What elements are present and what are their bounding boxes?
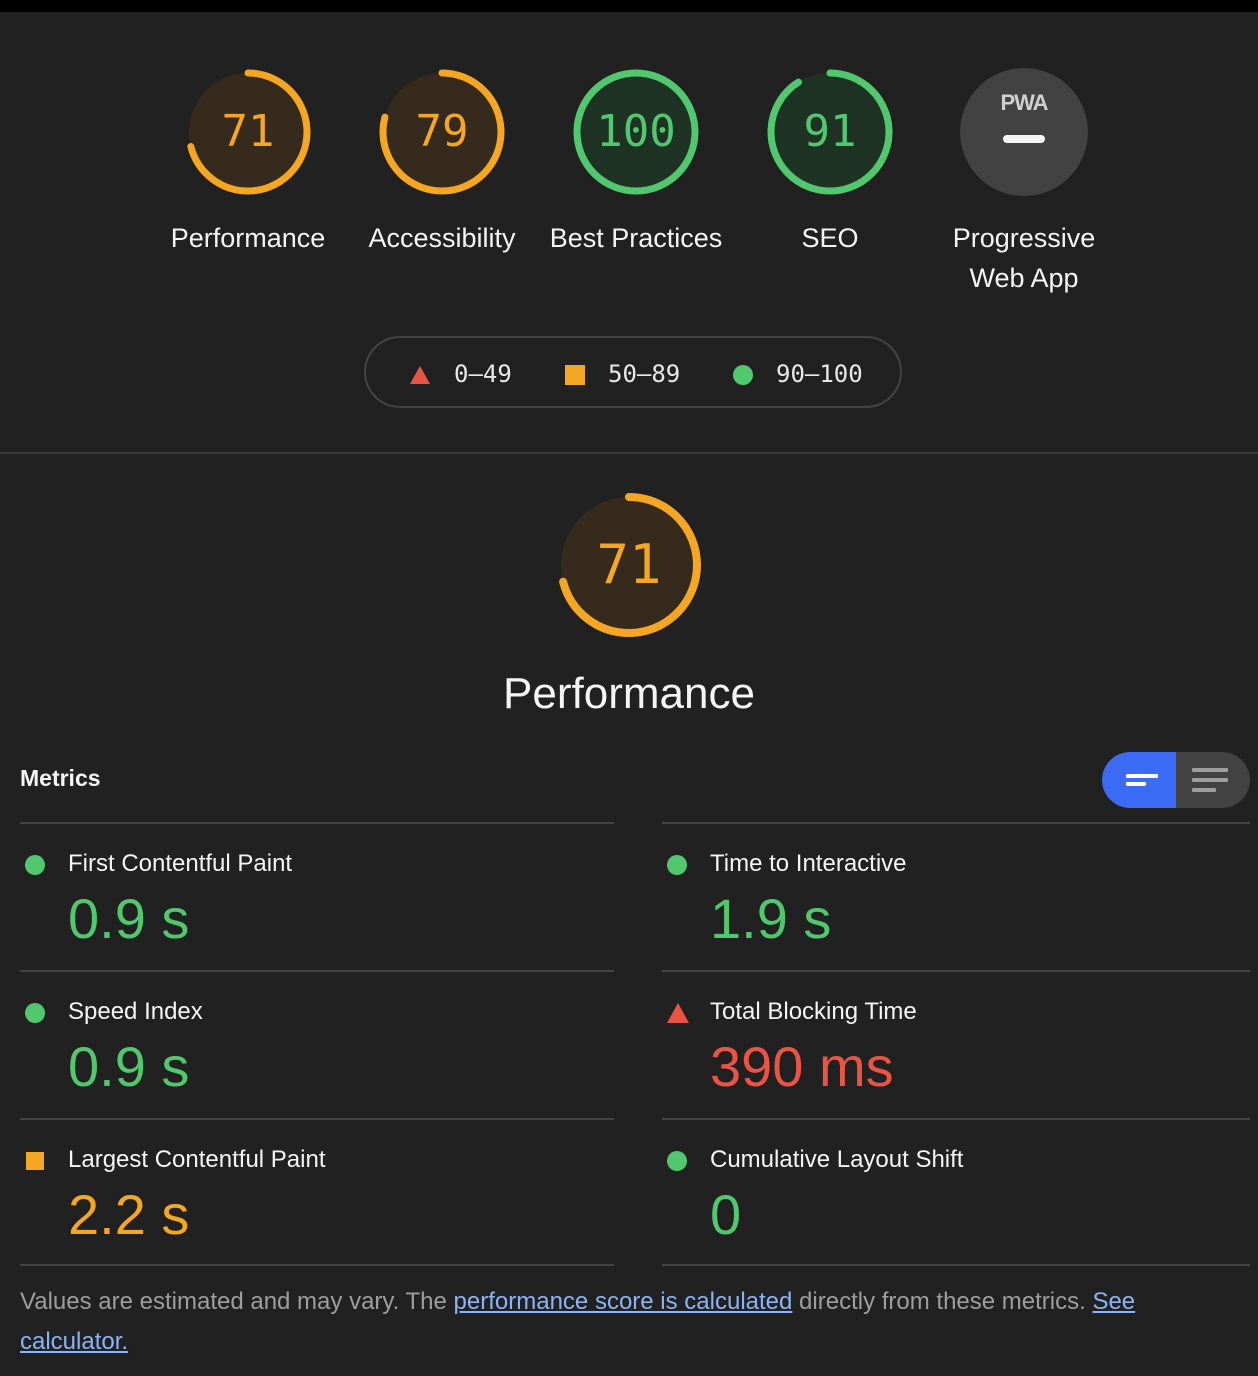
metrics-view-toggle <box>1102 752 1250 808</box>
legend-range-fail: 0–49 <box>454 360 512 388</box>
metric-divider <box>20 1118 614 1120</box>
triangle-icon <box>410 366 430 384</box>
score-calculation-link[interactable]: performance score is calculated <box>453 1288 793 1315</box>
performance-title: Performance <box>503 669 755 718</box>
metric-name: Time to Interactive <box>710 850 907 877</box>
metric-name: Cumulative Layout Shift <box>710 1146 964 1173</box>
gauge-score: 71 <box>221 106 275 157</box>
gauge-score: 79 <box>415 106 469 157</box>
gauge-label: SEO <box>801 223 859 253</box>
metric-value: 0.9 s <box>68 887 190 950</box>
metric-speed-index: Speed Index 0.9 s <box>20 972 610 1118</box>
metric-value: 1.9 s <box>710 887 832 950</box>
lines-icon-bar <box>1126 782 1146 786</box>
metric-value: 390 ms <box>710 1035 894 1098</box>
see-calculator-link[interactable]: See calculator. <box>20 1288 1135 1355</box>
performance-score: 71 <box>596 533 662 596</box>
metric-divider <box>662 970 1250 972</box>
metric-value: 2.2 s <box>68 1183 190 1246</box>
circle-icon <box>667 1151 687 1171</box>
metric-value: 0.9 s <box>68 1035 190 1098</box>
lines-icon <box>1126 774 1158 778</box>
metric-name: Largest Contentful Paint <box>68 1146 326 1173</box>
pwa-badge-icon <box>960 68 1088 196</box>
metric-divider <box>662 822 1250 824</box>
metric-total-blocking-time: Total Blocking Time 390 ms <box>662 972 1252 1118</box>
gauge-ring <box>557 493 701 637</box>
gauge-performance[interactable]: 71 Performance <box>158 66 338 258</box>
square-icon <box>26 1152 44 1170</box>
gauge-ring <box>573 69 699 195</box>
triangle-icon <box>667 1003 689 1023</box>
metric-name: Speed Index <box>68 998 203 1025</box>
gauge-accessibility[interactable]: 79 Accessibility <box>352 66 532 258</box>
list-icon-bar <box>1192 778 1228 782</box>
gauge-seo[interactable]: 91 SEO <box>740 66 920 258</box>
metric-name: First Contentful Paint <box>68 850 293 877</box>
gauge-label: Best Practices <box>549 223 723 253</box>
score-legend: 0–49 50–89 90–100 <box>364 336 902 408</box>
gauge-label: Progressive Web App <box>952 223 1096 293</box>
see-calculator-link-text: See <box>1092 1288 1136 1315</box>
circle-icon <box>25 1003 45 1023</box>
gauge-pwa[interactable]: PWA Progressive Web App <box>934 66 1114 298</box>
metric-first-contentful-paint: First Contentful Paint 0.9 s <box>20 824 610 970</box>
square-icon <box>565 365 585 385</box>
footnote-text: directly from these metrics. <box>792 1288 1093 1315</box>
metric-value: 0 <box>710 1183 742 1246</box>
metric-largest-contentful-paint: Largest Contentful Paint 2.2 s <box>20 1120 610 1266</box>
section-divider <box>0 452 1258 454</box>
list-icon-bar <box>1192 788 1216 792</box>
metric-divider <box>20 1264 614 1266</box>
performance-gauge: 71 <box>554 490 704 640</box>
metric-time-to-interactive: Time to Interactive 1.9 s <box>662 824 1252 970</box>
gauge-score: 100 <box>596 106 676 157</box>
expanded-view-button[interactable] <box>1176 752 1250 808</box>
category-gauges: 71 Performance 79 Accessibility 100 Best… <box>0 66 1258 306</box>
gauge-label: Accessibility <box>368 223 516 253</box>
metrics-heading: Metrics <box>20 765 101 791</box>
pwa-badge-text: PWA <box>1000 90 1048 115</box>
top-bar <box>0 0 1258 12</box>
metric-cumulative-layout-shift: Cumulative Layout Shift 0 <box>662 1120 1252 1266</box>
list-icon <box>1192 768 1228 772</box>
gauge-score: 91 <box>803 106 857 157</box>
metric-name: Total Blocking Time <box>710 998 917 1025</box>
footnote-text: Values are estimated and may vary. The <box>20 1288 454 1315</box>
metric-divider <box>662 1264 1250 1266</box>
metric-divider <box>20 822 614 824</box>
circle-icon <box>733 365 753 385</box>
see-calculator-link-text: calculator. <box>20 1328 129 1355</box>
summary-view-button[interactable] <box>1102 752 1176 808</box>
metric-divider <box>662 1118 1250 1120</box>
gauge-ring <box>379 69 505 195</box>
metrics-footnote: Values are estimated and may vary. The p… <box>20 1282 1220 1362</box>
metric-divider <box>20 970 614 972</box>
legend-range-average: 50–89 <box>608 360 681 388</box>
gauge-label: Performance <box>170 223 326 253</box>
gauge-ring <box>767 69 893 195</box>
legend-range-pass: 90–100 <box>776 360 863 388</box>
circle-icon <box>25 855 45 875</box>
gauge-best-practices[interactable]: 100 Best Practices <box>546 66 726 258</box>
gauge-ring <box>185 69 311 195</box>
circle-icon <box>667 855 687 875</box>
